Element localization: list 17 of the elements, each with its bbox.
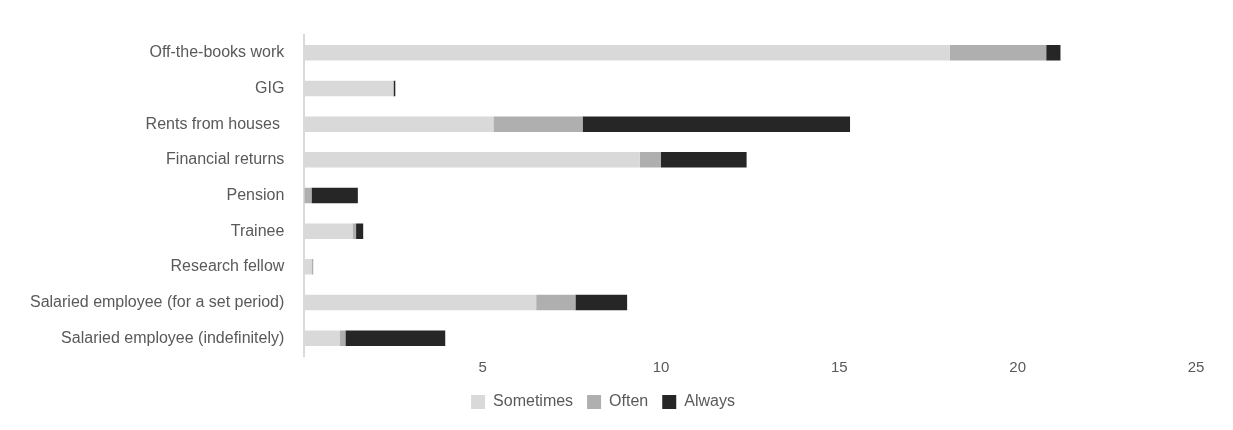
x-tick-label: 20 bbox=[1009, 358, 1027, 376]
y-tick-label: Financial returns bbox=[166, 150, 285, 168]
legend-label: Often bbox=[609, 392, 649, 410]
x-tick-label: 25 bbox=[1187, 358, 1205, 376]
legend-label: Sometimes bbox=[493, 392, 574, 410]
y-tick-label: Off-the-books work bbox=[149, 43, 286, 61]
y-tick-label: Salaried employee (indefinitely) bbox=[61, 328, 285, 346]
y-tick-label: Rents from houses bbox=[145, 114, 285, 132]
legend-label: Always bbox=[684, 392, 735, 410]
y-tick-label: Salaried employee (for a set period) bbox=[29, 292, 285, 310]
x-tick-label: 10 bbox=[652, 358, 670, 376]
y-tick-label: Trainee bbox=[230, 221, 285, 239]
x-tick-label: 15 bbox=[831, 358, 848, 376]
x-tick-label: 5 bbox=[478, 358, 487, 376]
y-tick-label: GIG bbox=[255, 78, 285, 96]
y-tick-label: Research fellow bbox=[170, 257, 285, 275]
y-tick-label: Pension bbox=[226, 185, 285, 203]
